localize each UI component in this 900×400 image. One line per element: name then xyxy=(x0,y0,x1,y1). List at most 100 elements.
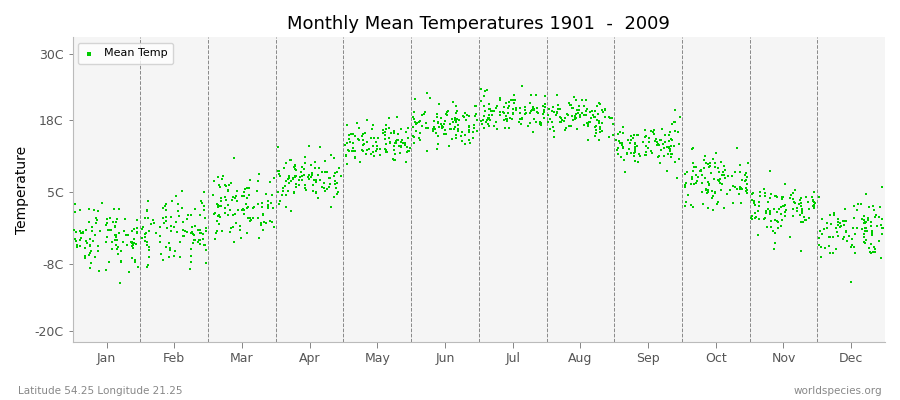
Mean Temp xyxy=(577,121,591,128)
Mean Temp xyxy=(691,173,706,180)
Mean Temp xyxy=(839,229,853,236)
Mean Temp xyxy=(297,166,311,172)
Mean Temp xyxy=(775,217,789,223)
Mean Temp xyxy=(176,232,191,239)
Mean Temp xyxy=(627,146,642,152)
Mean Temp xyxy=(233,223,248,230)
Mean Temp xyxy=(256,212,270,218)
Mean Temp xyxy=(199,247,213,253)
Mean Temp xyxy=(323,175,338,181)
Mean Temp xyxy=(288,162,302,168)
Mean Temp xyxy=(236,206,250,213)
Mean Temp xyxy=(105,238,120,245)
Mean Temp xyxy=(498,125,512,131)
Mean Temp xyxy=(573,114,588,120)
Mean Temp xyxy=(359,139,374,145)
Mean Temp xyxy=(158,218,173,224)
Mean Temp xyxy=(779,207,794,214)
Mean Temp xyxy=(388,140,402,146)
Mean Temp xyxy=(342,148,356,154)
Mean Temp xyxy=(679,180,693,187)
Mean Temp xyxy=(558,127,572,133)
Mean Temp xyxy=(714,159,728,165)
Mean Temp xyxy=(759,208,773,214)
Mean Temp xyxy=(477,112,491,119)
Mean Temp xyxy=(492,112,507,118)
Mean Temp xyxy=(399,129,413,135)
Mean Temp xyxy=(763,195,778,202)
Mean Temp xyxy=(230,198,245,204)
Mean Temp xyxy=(734,185,748,191)
Mean Temp xyxy=(158,201,173,208)
Mean Temp xyxy=(286,176,301,183)
Mean Temp xyxy=(860,215,875,222)
Mean Temp xyxy=(560,111,574,118)
Mean Temp xyxy=(770,208,785,215)
Mean Temp xyxy=(655,141,670,147)
Mean Temp xyxy=(125,243,140,249)
Mean Temp xyxy=(570,107,584,113)
Mean Temp xyxy=(826,234,841,240)
Mean Temp xyxy=(87,254,102,260)
Mean Temp xyxy=(328,181,342,187)
Mean Temp xyxy=(140,208,155,214)
Mean Temp xyxy=(313,144,328,150)
Mean Temp xyxy=(700,160,715,167)
Mean Temp xyxy=(434,115,448,122)
Mean Temp xyxy=(842,232,856,239)
Mean Temp xyxy=(858,220,872,226)
Mean Temp xyxy=(446,126,461,132)
Mean Temp xyxy=(345,147,359,154)
Mean Temp xyxy=(276,188,291,194)
Mean Temp xyxy=(572,107,587,114)
Mean Temp xyxy=(620,137,634,143)
Mean Temp xyxy=(778,181,792,187)
Mean Temp xyxy=(524,108,538,114)
Mean Temp xyxy=(615,140,629,146)
Mean Temp xyxy=(258,220,273,227)
Mean Temp xyxy=(667,119,681,126)
Mean Temp xyxy=(868,246,882,252)
Mean Temp xyxy=(713,180,727,186)
Mean Temp xyxy=(689,172,704,178)
Mean Temp xyxy=(716,163,731,170)
Mean Temp xyxy=(812,242,826,248)
Mean Temp xyxy=(616,124,630,130)
Mean Temp xyxy=(446,118,460,125)
Mean Temp xyxy=(526,116,541,122)
Mean Temp xyxy=(875,216,889,222)
Mean Temp xyxy=(753,193,768,199)
Mean Temp xyxy=(763,218,778,224)
Mean Temp xyxy=(837,218,851,224)
Mean Temp xyxy=(628,146,643,153)
Mean Temp xyxy=(711,199,725,205)
Mean Temp xyxy=(293,169,308,176)
Mean Temp xyxy=(582,108,597,115)
Mean Temp xyxy=(484,112,499,118)
Mean Temp xyxy=(219,183,233,190)
Mean Temp xyxy=(508,97,522,103)
Mean Temp xyxy=(445,136,459,142)
Mean Temp xyxy=(792,201,806,207)
Mean Temp xyxy=(521,123,535,129)
Mean Temp xyxy=(142,228,157,235)
Mean Temp xyxy=(194,212,208,218)
Mean Temp xyxy=(429,130,444,137)
Mean Temp xyxy=(430,141,445,147)
Mean Temp xyxy=(294,163,309,170)
Mean Temp xyxy=(102,258,116,265)
Mean Temp xyxy=(623,140,637,146)
Mean Temp xyxy=(211,202,225,208)
Mean Temp xyxy=(579,112,593,118)
Mean Temp xyxy=(641,144,655,151)
Mean Temp xyxy=(415,123,429,129)
Mean Temp xyxy=(875,225,889,231)
Mean Temp xyxy=(764,224,778,230)
Mean Temp xyxy=(299,187,313,193)
Mean Temp xyxy=(526,103,540,110)
Mean Temp xyxy=(400,149,414,155)
Mean Temp xyxy=(437,118,452,125)
Mean Temp xyxy=(266,205,281,212)
Mean Temp xyxy=(530,104,544,111)
Mean Temp xyxy=(271,168,285,174)
